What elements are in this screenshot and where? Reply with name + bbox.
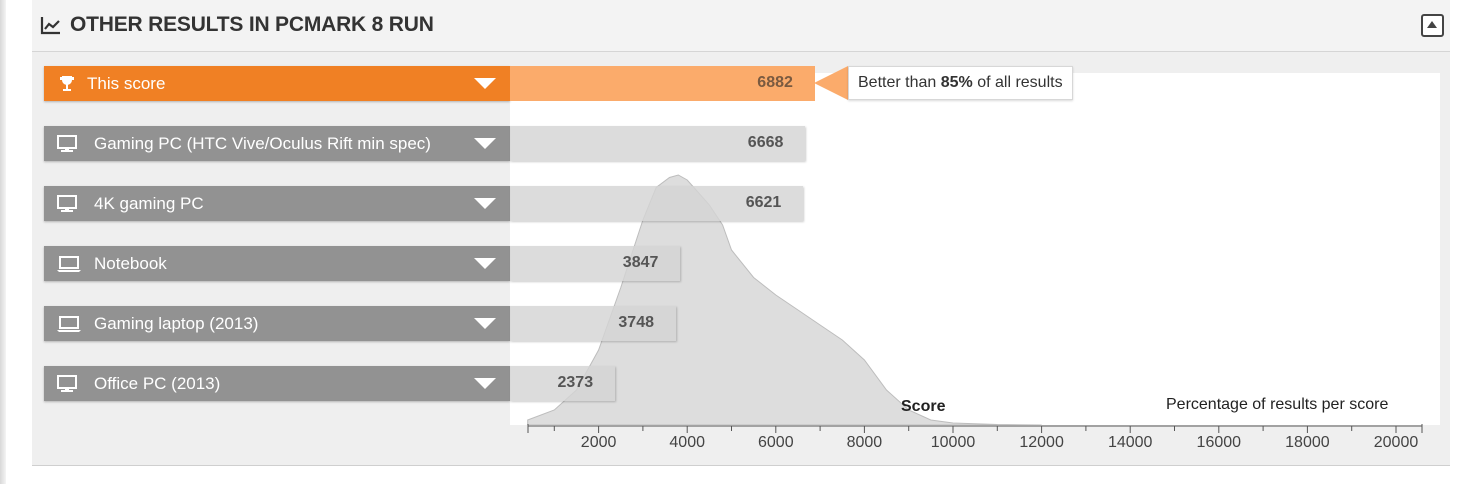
x-tick-label: 8000 (846, 434, 883, 451)
left-edge-shadow (0, 0, 6, 484)
laptop-icon (56, 254, 81, 274)
score-bar (510, 366, 616, 401)
x-tick-label: 2000 (580, 434, 617, 451)
panel-title: OTHER RESULTS IN PCMARK 8 RUN (70, 13, 434, 36)
score-value: 3847 (622, 254, 659, 271)
callout-prefix: Better than (858, 74, 941, 91)
row-label-text: Gaming laptop (2013) (94, 314, 259, 333)
chevron-down-icon[interactable] (474, 78, 496, 89)
score-bar (510, 306, 676, 341)
desktop-icon (56, 134, 78, 154)
row-selector[interactable]: This score (44, 66, 510, 101)
row-selector[interactable]: Office PC (2013) (44, 366, 510, 401)
score-bar (510, 66, 815, 101)
collapse-up-icon[interactable] (1421, 14, 1444, 37)
score-bar (510, 246, 681, 281)
desktop-icon (56, 194, 78, 214)
x-tick-label: 16000 (1196, 434, 1242, 451)
panel-header: OTHER RESULTS IN PCMARK 8 RUN (32, 0, 1450, 52)
x-tick-label: 6000 (758, 434, 794, 451)
row-label-text: Notebook (94, 254, 167, 273)
chevron-down-icon[interactable] (474, 258, 496, 269)
score-value: 3748 (618, 314, 654, 331)
line-chart-icon (40, 17, 60, 35)
laptop-icon (56, 314, 81, 334)
distribution-label: Percentage of results per score (1166, 396, 1389, 413)
row-label-text: This score (87, 74, 166, 93)
row-selector[interactable]: Gaming laptop (2013) (44, 306, 510, 341)
score-value: 6668 (747, 134, 784, 151)
score-row: This score 6882 (44, 66, 844, 101)
row-selector[interactable]: Notebook (44, 246, 510, 281)
x-tick-label: 20000 (1373, 434, 1419, 451)
score-row: 4K gaming PC 6621 (44, 186, 844, 221)
callout-suffix: of all results (972, 74, 1063, 91)
row-label-text: 4K gaming PC (94, 194, 204, 213)
score-value: 2373 (557, 374, 594, 391)
score-value: 6882 (757, 74, 793, 91)
score-bar (510, 126, 806, 161)
chevron-down-icon[interactable] (474, 138, 496, 149)
row-label-text: Gaming PC (HTC Vive/Oculus Rift min spec… (94, 134, 431, 153)
x-tick-label: 18000 (1285, 434, 1330, 451)
desktop-icon (56, 374, 78, 394)
callout-percent: 85% (940, 74, 973, 91)
x-axis-title: Score (901, 398, 946, 415)
score-bar (510, 186, 804, 221)
x-tick-label: 12000 (1019, 434, 1064, 451)
chevron-down-icon[interactable] (474, 318, 496, 329)
score-row: Office PC (2013) 2373 (44, 366, 844, 401)
percentile-callout: Better than 85% of all results (848, 66, 1073, 100)
x-tick-label: 10000 (930, 434, 976, 451)
score-row: Gaming PC (HTC Vive/Oculus Rift min spec… (44, 126, 844, 161)
score-row: Notebook 3847 (44, 246, 844, 281)
x-tick-label: 4000 (669, 434, 705, 451)
row-label-text: Office PC (2013) (94, 374, 221, 393)
row-selector[interactable]: Gaming PC (HTC Vive/Oculus Rift min spec… (44, 126, 510, 161)
chevron-down-icon[interactable] (474, 198, 496, 209)
callout-pointer (814, 66, 848, 100)
score-row: Gaming laptop (2013) 3748 (44, 306, 844, 341)
x-tick-label: 14000 (1107, 434, 1153, 451)
chevron-down-icon[interactable] (474, 378, 496, 389)
row-selector[interactable]: 4K gaming PC (44, 186, 510, 221)
score-value: 6621 (745, 194, 782, 211)
trophy-icon (56, 74, 78, 94)
